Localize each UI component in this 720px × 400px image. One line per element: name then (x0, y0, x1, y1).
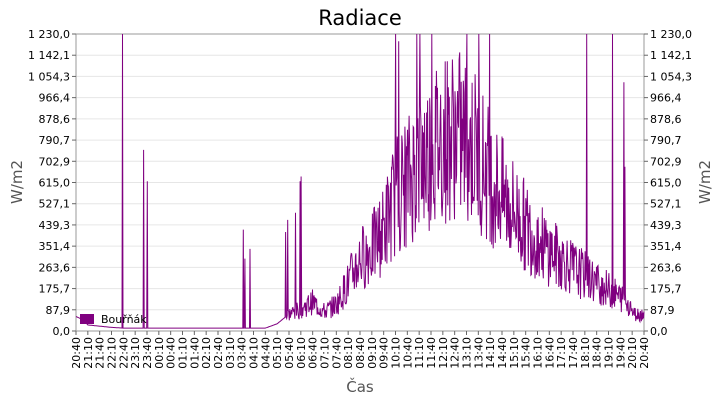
y-tick-label: 615,0 (39, 177, 71, 190)
x-tick-label: 03:40 (236, 337, 249, 369)
series-line-bournak (75, 33, 645, 329)
y-tick-label: 790,7 (39, 134, 71, 147)
x-tick-label: 23:10 (129, 337, 142, 369)
y-tick-label-right: 1 230,0 (650, 28, 692, 41)
y-axis-left: 0,0 87,9 175,7 263,6 351,4 439,3 527,1 615,0 702… (28, 28, 76, 338)
x-tick-label: 07:10 (319, 337, 332, 369)
x-tick-label: 14:10 (484, 337, 497, 369)
x-tick-label: 18:10 (579, 337, 592, 369)
x-axis: 20:4021:1021:4022:1022:4023:1023:4000:10… (70, 331, 651, 369)
x-tick-label: 06:40 (307, 337, 320, 369)
x-tick-label: 07:40 (330, 337, 343, 369)
legend: Bouřňák (80, 313, 147, 326)
y-tick-label-right: 351,4 (650, 240, 682, 253)
y-tick-label: 878,6 (39, 113, 71, 126)
y-tick-label: 702,9 (39, 155, 71, 168)
x-tick-label: 04:10 (248, 337, 261, 369)
y-tick-label: 87,9 (46, 304, 71, 317)
x-tick-label: 22:40 (117, 337, 130, 369)
x-tick-label: 13:40 (472, 337, 485, 369)
y-tick-label: 966,4 (39, 92, 71, 105)
y-tick-label: 527,1 (39, 198, 71, 211)
legend-swatch (80, 314, 94, 324)
y-axis-right: 0,0 87,9 175,7 263,6 351,4 439,3 527,1 615,0 702… (644, 28, 692, 338)
x-tick-label: 14:40 (496, 337, 509, 369)
x-tick-label: 08:10 (342, 337, 355, 369)
y-tick-label: 1 142,1 (28, 49, 70, 62)
x-tick-label: 16:40 (543, 337, 556, 369)
y-axis-title-left: W/m2 (8, 160, 26, 204)
y-tick-label: 175,7 (39, 283, 71, 296)
chart-title: Radiace (318, 6, 402, 30)
x-tick-label: 19:10 (603, 337, 616, 369)
y-tick-label-right: 175,7 (650, 283, 682, 296)
x-tick-label: 01:40 (188, 337, 201, 369)
x-tick-label: 00:10 (153, 337, 166, 369)
x-tick-label: 21:10 (82, 337, 95, 369)
y-tick-label: 351,4 (39, 240, 71, 253)
x-tick-label: 17:40 (567, 337, 580, 369)
y-tick-label-right: 0,0 (650, 325, 668, 338)
y-tick-label: 0,0 (53, 325, 71, 338)
y-tick-label-right: 790,7 (650, 134, 682, 147)
x-tick-label: 09:10 (366, 337, 379, 369)
x-tick-label: 08:40 (354, 337, 367, 369)
x-tick-label: 11:10 (413, 337, 426, 369)
y-tick-label-right: 878,6 (650, 113, 682, 126)
y-tick-label-right: 702,9 (650, 155, 682, 168)
y-tick-label-right: 615,0 (650, 177, 682, 190)
series-radiation (75, 33, 645, 329)
x-tick-label: 01:10 (177, 337, 190, 369)
y-tick-label: 1 230,0 (28, 28, 70, 41)
x-tick-label: 10:10 (390, 337, 403, 369)
x-tick-label: 18:40 (591, 337, 604, 369)
x-tick-label: 02:40 (212, 337, 225, 369)
y-tick-label-right: 966,4 (650, 92, 682, 105)
x-tick-label: 03:10 (224, 337, 237, 369)
x-axis-title: Čas (346, 377, 374, 396)
x-tick-label: 17:10 (555, 337, 568, 369)
y-axis-title-right: W/m2 (696, 160, 714, 204)
legend-label: Bouřňák (101, 313, 147, 326)
x-tick-label: 21:40 (94, 337, 107, 369)
y-tick-label-right: 527,1 (650, 198, 682, 211)
gridlines (76, 54, 644, 311)
x-tick-label: 09:40 (378, 337, 391, 369)
x-tick-label: 23:40 (141, 337, 154, 369)
x-tick-label: 22:10 (106, 337, 119, 369)
x-tick-label: 10:40 (401, 337, 414, 369)
x-tick-label: 19:40 (614, 337, 627, 369)
x-tick-label: 05:40 (283, 337, 296, 369)
x-tick-label: 00:40 (165, 337, 178, 369)
x-tick-label: 15:40 (520, 337, 533, 369)
x-tick-label: 02:10 (200, 337, 213, 369)
x-tick-label: 20:40 (638, 337, 651, 369)
y-tick-label-right: 439,3 (650, 219, 682, 232)
x-tick-label: 13:10 (461, 337, 474, 369)
x-tick-label: 06:10 (295, 337, 308, 369)
y-tick-label: 439,3 (39, 219, 71, 232)
y-tick-label-right: 1 142,1 (650, 49, 692, 62)
x-tick-label: 04:40 (259, 337, 272, 369)
y-tick-label: 1 054,3 (28, 70, 70, 83)
x-tick-label: 05:10 (271, 337, 284, 369)
y-tick-label: 263,6 (39, 261, 71, 274)
y-tick-label-right: 1 054,3 (650, 70, 692, 83)
x-tick-label: 20:10 (626, 337, 639, 369)
x-tick-label: 20:40 (70, 337, 83, 369)
x-tick-label: 15:10 (508, 337, 521, 369)
x-tick-label: 12:10 (437, 337, 450, 369)
x-tick-label: 16:10 (532, 337, 545, 369)
y-tick-label-right: 263,6 (650, 261, 682, 274)
y-tick-label-right: 87,9 (650, 304, 675, 317)
x-tick-label: 12:40 (449, 337, 462, 369)
x-tick-label: 11:40 (425, 337, 438, 369)
